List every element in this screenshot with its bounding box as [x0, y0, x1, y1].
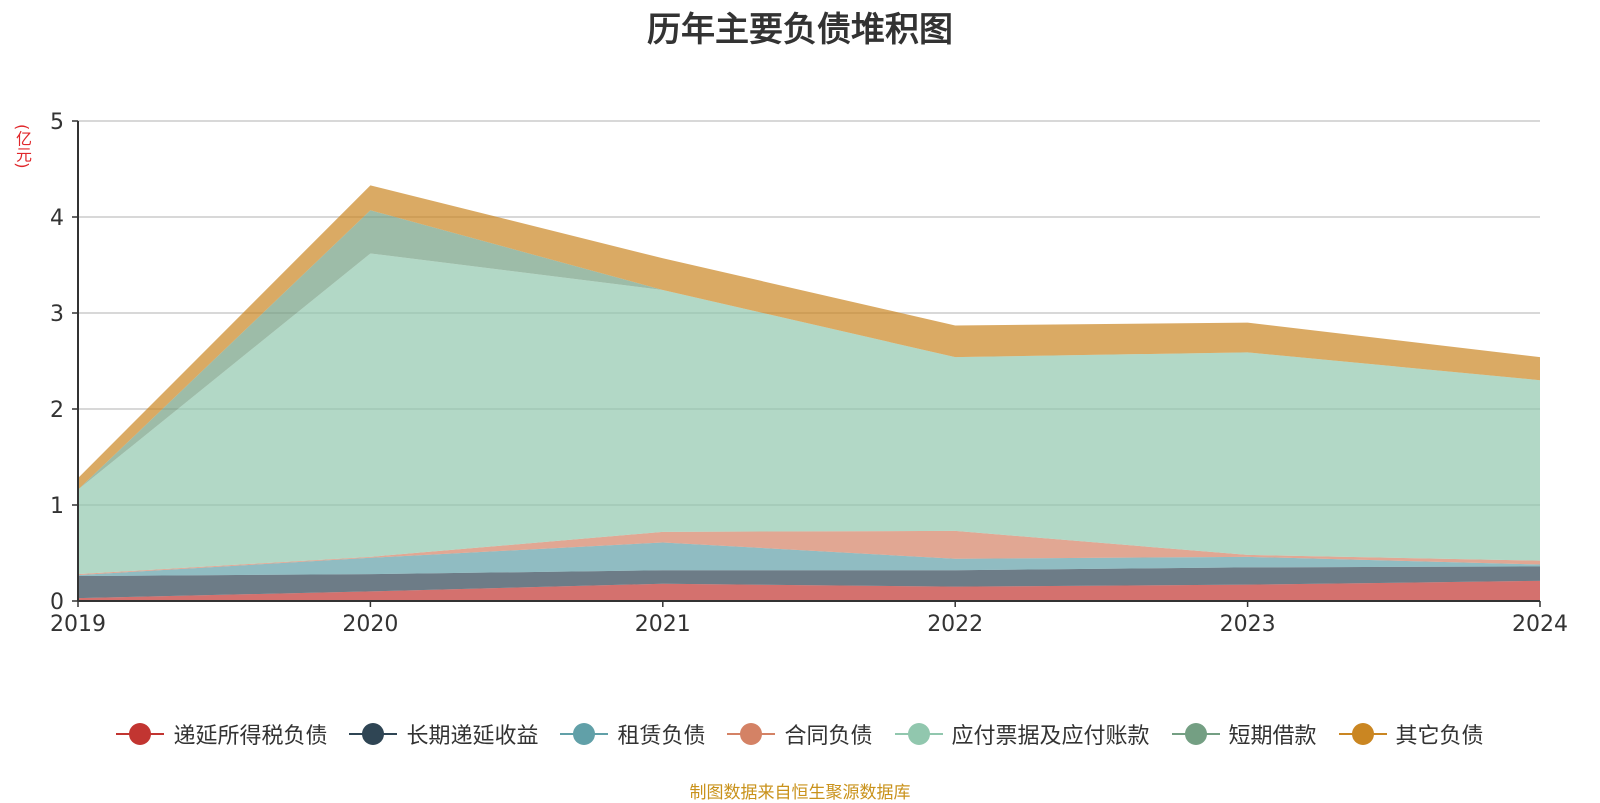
- area-series: [78, 185, 1540, 601]
- legend-label: 短期借款: [1228, 724, 1317, 749]
- legend-label: 租赁负债: [617, 724, 706, 749]
- legend-item[interactable]: 长期递延收益: [349, 718, 538, 750]
- legend-marker-icon: [560, 722, 609, 746]
- legend-marker-icon: [1338, 722, 1387, 746]
- legend-marker-icon: [894, 722, 943, 746]
- area-series-长期递延收益: [78, 566, 1540, 599]
- legend-label: 其它负债: [1395, 724, 1484, 749]
- area-series-合同负债: [78, 530, 1540, 576]
- legend-label: 合同负债: [784, 724, 873, 749]
- y-tick-label: 2: [50, 398, 64, 423]
- area-series-应付票据及应付账款: [78, 253, 1540, 575]
- legend-item[interactable]: 租赁负债: [560, 718, 705, 750]
- legend-item[interactable]: 合同负债: [727, 718, 873, 750]
- legend-marker-icon: [727, 722, 776, 746]
- area-series-租赁负债: [78, 542, 1540, 577]
- legend-item[interactable]: 递延所得税负债: [116, 718, 327, 750]
- source-note: 制图数据来自恒生聚源数据库: [689, 783, 911, 803]
- x-tick-label: 2021: [635, 612, 691, 637]
- y-tick-label: 0: [50, 590, 64, 615]
- axes: 0 1 2 3 4 5 2019 2020 2021 2022 2023 2024: [50, 110, 1568, 637]
- y-tick-label: 5: [50, 110, 64, 135]
- x-tick-label: 2020: [342, 612, 398, 637]
- x-tick-label: 2022: [927, 612, 983, 637]
- legend-label: 递延所得税负债: [173, 724, 328, 749]
- legend-marker-icon: [349, 722, 398, 746]
- x-tick-label: 2019: [50, 612, 106, 637]
- y-axis-unit-label: (亿元): [13, 124, 32, 169]
- legend-item[interactable]: 短期借款: [1171, 718, 1317, 750]
- area-series-其它负债: [78, 185, 1540, 490]
- chart-title: 历年主要负债堆积图: [647, 10, 953, 50]
- legend: 递延所得税负债 长期递延收益 租赁负债 合同负债 应付票据及应付账款 短期借款 其它负债: [0, 716, 1600, 752]
- y-tick-label: 4: [50, 206, 64, 231]
- x-tick-label: 2024: [1512, 612, 1568, 637]
- y-tick-label: 1: [50, 494, 64, 519]
- legend-item[interactable]: 应付票据及应付账款: [894, 718, 1150, 750]
- y-tick-label: 3: [50, 302, 64, 327]
- legend-label: 应付票据及应付账款: [951, 724, 1150, 749]
- legend-marker-icon: [116, 722, 165, 746]
- legend-label: 长期递延收益: [406, 724, 539, 749]
- x-tick-label: 2023: [1220, 612, 1276, 637]
- legend-marker-icon: [1171, 722, 1220, 746]
- area-series-递延所得税负债: [78, 580, 1540, 601]
- legend-item[interactable]: 其它负债: [1338, 718, 1484, 750]
